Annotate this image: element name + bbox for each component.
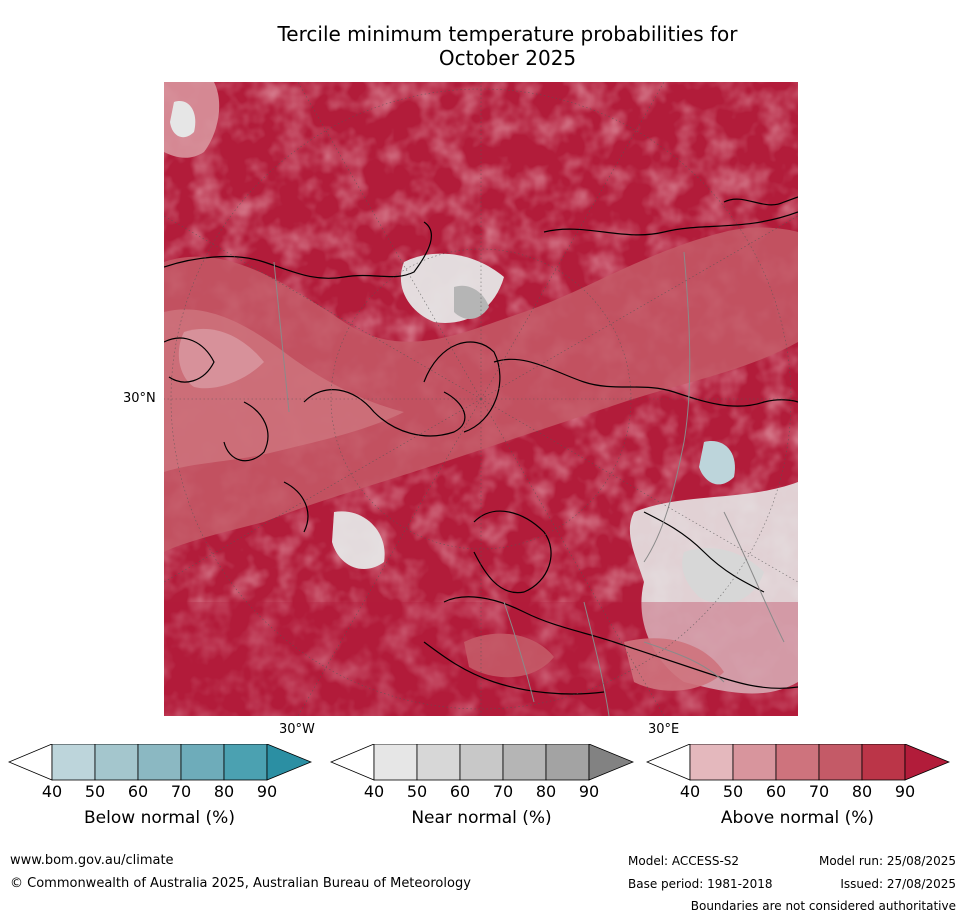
near-normal-60-patch: [682, 548, 764, 604]
colorbar-extend-high: [904, 743, 951, 781]
colorbar-tick-label: 90: [256, 782, 278, 801]
colorbar-segment: [137, 743, 182, 781]
colorbar-extend-low: [7, 743, 53, 781]
colorbar-tick-label: 70: [492, 782, 514, 801]
coastlines: [164, 196, 798, 695]
colorbar: [645, 743, 951, 781]
legend-above-normal: 40 50 60 70 80 90 Above normal (%): [645, 743, 951, 828]
above-normal-60-region: [178, 328, 264, 389]
colorbar-tick-label: 60: [765, 782, 787, 801]
colorbar-tick-label: 50: [84, 782, 106, 801]
disclaimer-text: Boundaries are not considered authoritat…: [690, 899, 956, 913]
colorbar-tick-label: 70: [170, 782, 192, 801]
legend-near-normal: 40 50 60 70 80 90 Near normal (%): [329, 743, 635, 828]
title-line-1: Tercile minimum temperature probabilitie…: [277, 22, 738, 46]
map-title: Tercile minimum temperature probabilitie…: [160, 22, 855, 70]
country-boundaries: [273, 251, 785, 716]
colorbar-tick-label: 60: [127, 782, 149, 801]
colorbar-tick-label: 40: [679, 782, 701, 801]
near-normal-patch-nw: [170, 101, 196, 138]
graticule: [164, 82, 798, 716]
colorbar-extend-high: [266, 743, 313, 781]
colorbar-extend-low: [329, 743, 375, 781]
colorbar-tick-label: 90: [578, 782, 600, 801]
colorbar-segment: [416, 743, 461, 781]
base-period-label: Base period: 1981-2018: [628, 877, 773, 891]
copyright-text: © Commonwealth of Australia 2025, Austra…: [10, 876, 471, 891]
longitude-label-30e: 30°E: [648, 722, 680, 737]
colorbar: [329, 743, 635, 781]
near-normal-patch-atlantic: [332, 511, 385, 570]
colorbar-tick-label: 80: [535, 782, 557, 801]
below-normal-patch: [699, 441, 735, 485]
colorbar-title: Below normal (%): [84, 808, 235, 828]
colorbar-tick-label: 80: [851, 782, 873, 801]
colorbar: [7, 743, 313, 781]
colorbar-extend-low: [645, 743, 691, 781]
model-label: Model: ACCESS-S2: [628, 854, 740, 868]
colorbar-tick-label: 40: [41, 782, 63, 801]
website-link[interactable]: www.bom.gov.au/climate: [10, 853, 174, 868]
issued-label: Issued: 27/08/2025: [840, 877, 956, 891]
probability-map: [164, 82, 798, 716]
colorbar-tick-label: 90: [894, 782, 916, 801]
colorbar-tick-label: 70: [808, 782, 830, 801]
colorbar-segment: [180, 743, 225, 781]
latitude-label-30n: 30°N: [123, 391, 156, 406]
colorbar-segment: [732, 743, 777, 781]
colorbar-tick-label: 50: [406, 782, 428, 801]
colorbar-segment: [861, 743, 906, 781]
near-normal-80-patch: [454, 285, 489, 319]
model-run-label: Model run: 25/08/2025: [818, 854, 956, 868]
colorbar-segment: [459, 743, 504, 781]
above-normal-80-region-south: [464, 633, 554, 678]
above-normal-70-region-south: [624, 638, 724, 691]
colorbar-tick-label: 60: [449, 782, 471, 801]
colorbar-tick-label: 80: [213, 782, 235, 801]
colorbar-segment: [689, 743, 734, 781]
colorbar-segment: [545, 743, 590, 781]
colorbar-segment: [775, 743, 820, 781]
colorbar-tick-label: 40: [363, 782, 385, 801]
colorbar-segment: [51, 743, 96, 781]
colorbar-title: Near normal (%): [411, 808, 552, 828]
longitude-label-30w: 30°W: [279, 722, 315, 737]
colorbar-segment: [94, 743, 139, 781]
colorbar-segment: [223, 743, 268, 781]
colorbar-segment: [502, 743, 547, 781]
colorbar-segment: [373, 743, 418, 781]
colorbar-tick-label: 50: [722, 782, 744, 801]
title-line-2: October 2025: [438, 46, 577, 70]
colorbar-extend-high: [588, 743, 635, 781]
colorbar-segment: [818, 743, 863, 781]
legend-below-normal: 40 50 60 70 80 90 Below normal (%): [7, 743, 313, 828]
colorbar-title: Above normal (%): [720, 808, 875, 828]
